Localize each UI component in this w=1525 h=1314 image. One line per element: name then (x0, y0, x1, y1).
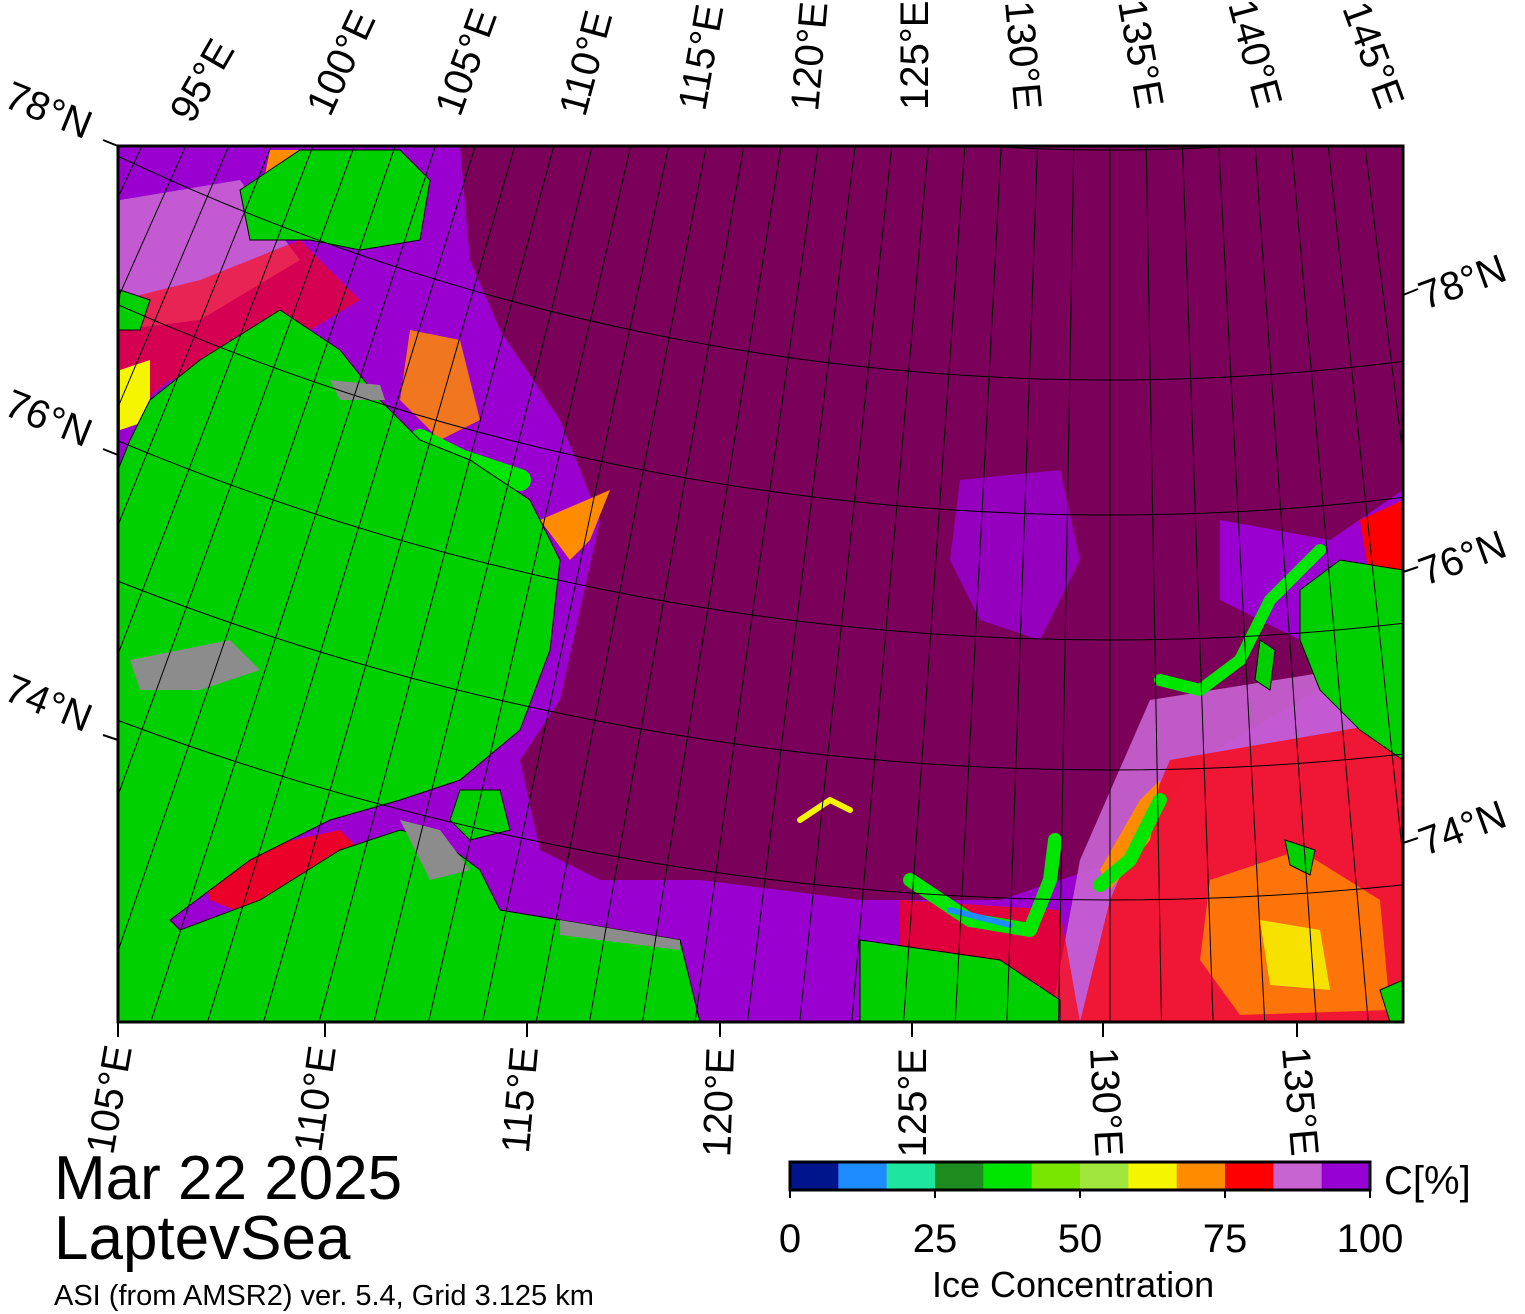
colorbar-swatch (1128, 1162, 1178, 1190)
top-lon-label: 110°E (551, 6, 621, 120)
colorbar-tick-label: 0 (779, 1217, 801, 1261)
left-lat-label: 74°N (0, 667, 98, 741)
stolbovoy-island (1284, 839, 1316, 876)
meridian-line (1327, 146, 1403, 863)
bottom-lon-label: 125°E (891, 1048, 935, 1157)
colorbar-swatch (983, 1162, 1033, 1190)
taymyr-peninsula (118, 309, 701, 1022)
bottom-lon-label: 135°E (1273, 1045, 1326, 1158)
colorbar: 0 25 50 75 100 (779, 1160, 1404, 1261)
meridian-line (150, 146, 437, 1022)
meridian-line (1515, 0, 1525, 1188)
meridian-line (1454, 0, 1525, 1211)
meridian-line (0, 0, 2, 592)
meridian-line (1254, 146, 1317, 1022)
colorbar-swatch (935, 1162, 984, 1190)
left-lat-label: 76°N (0, 382, 98, 456)
meridian-line (318, 146, 555, 1022)
colorbar-swatch (838, 1162, 888, 1190)
map-area (0, 0, 1525, 1231)
meridian-line (482, 146, 670, 1022)
meridian-line (263, 146, 516, 1022)
top-lon-label: 130°E (996, 0, 1049, 112)
meridian-line (373, 146, 593, 1022)
begichev-island (449, 789, 511, 841)
bottom-lon-label: 105°E (79, 1042, 141, 1157)
colorbar-tick-label: 50 (1058, 1217, 1103, 1261)
region-label: LaptevSea (54, 1204, 351, 1273)
meridian-line (641, 146, 782, 1022)
colorbar-swatch (886, 1162, 936, 1190)
meridian-line (118, 146, 396, 953)
colorbar-swatch (790, 1162, 839, 1190)
meridian-line (1058, 146, 1075, 1022)
lyakhovsky-shore (1379, 979, 1403, 1022)
colorbar-swatch (1273, 1162, 1323, 1190)
meridian-line (694, 146, 819, 1022)
right-lat-label: 78°N (1413, 247, 1512, 319)
meridian-line (535, 146, 707, 1022)
source-label: ASI (from AMSR2) ver. 5.4, Grid 3.125 km (54, 1280, 594, 1312)
meridian-line (428, 146, 632, 1022)
meridian-line (1392, 0, 1525, 1231)
colorbar-tick-label: 25 (913, 1217, 958, 1261)
meridian-line (851, 146, 929, 1022)
top-lon-label: 100°E (298, 4, 384, 122)
top-lon-label: 140°E (1219, 0, 1290, 112)
colorbar-swatch (1080, 1162, 1129, 1190)
meridian-line (206, 146, 476, 1022)
colorbar-swatch (1031, 1162, 1081, 1190)
meridian-line (1218, 146, 1266, 1022)
colorbar-tick-label: 100 (1337, 1217, 1404, 1261)
meridian-line (747, 146, 856, 1022)
lena-delta-shore (859, 939, 1061, 1022)
meridian-line (903, 146, 966, 1022)
map-frame (116, 144, 1405, 1024)
top-lon-label: 145°E (1334, 0, 1413, 114)
meridian-line (1423, 0, 1525, 1221)
bottom-lon-label: 115°E (494, 1045, 547, 1155)
meridian-line (799, 146, 893, 1022)
colorbar-unit: C[%] (1384, 1159, 1471, 1203)
bottom-lon-label: 130°E (1081, 1046, 1131, 1158)
top-lon-label: 105°E (427, 3, 506, 121)
colorbar-title: Ice Concentration (932, 1264, 1215, 1305)
label-ticks (102, 139, 1419, 1037)
meridian-line (1291, 146, 1369, 1022)
meridian-line (1484, 0, 1525, 1200)
bottom-lon-label: 120°E (695, 1047, 743, 1158)
top-lon-label: 135°E (1109, 0, 1171, 111)
meridian-line (588, 146, 745, 1022)
right-lat-label: 74°N (1413, 793, 1512, 865)
meridian-line (954, 146, 1002, 1022)
meridian-line (1006, 146, 1039, 1022)
right-lat-label: 76°N (1413, 523, 1512, 595)
meridian-line (118, 146, 230, 409)
colorbar-swatch (1321, 1162, 1371, 1190)
date-label: Mar 22 2025 (54, 1144, 403, 1213)
meridian-line (118, 146, 314, 656)
meridian-line (118, 146, 272, 527)
meridian-line (1145, 146, 1162, 1022)
meridian-line (118, 146, 355, 797)
kotelny-small (1254, 639, 1276, 691)
graticule (0, 0, 1525, 1231)
top-lon-label: 115°E (671, 1, 733, 113)
colorbar-swatch (1225, 1162, 1274, 1190)
top-lon-label: 120°E (783, 0, 836, 113)
left-lat-label: 78°N (0, 74, 98, 148)
colorbar-tick-label: 75 (1203, 1217, 1248, 1261)
top-lon-label: 95°E (162, 32, 244, 129)
bottom-lon-label: 110°E (287, 1043, 345, 1155)
top-lon-label: 125°E (893, 1, 937, 110)
meridian-line (1181, 146, 1214, 1022)
colorbar-swatch (1176, 1162, 1226, 1190)
gray-water (130, 380, 680, 950)
